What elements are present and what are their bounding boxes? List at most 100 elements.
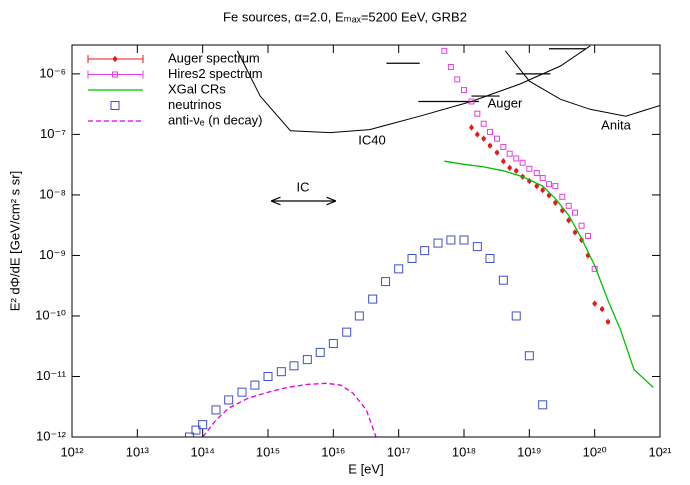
legend-label: XGal CRs (168, 81, 226, 96)
point (501, 159, 506, 164)
point (454, 76, 461, 83)
point (289, 361, 299, 371)
point (469, 125, 474, 130)
point (519, 159, 526, 166)
point (112, 56, 118, 62)
x-tick-label: 10¹³ (126, 444, 150, 459)
series-line (444, 160, 654, 388)
point (524, 351, 534, 361)
point (506, 150, 513, 157)
point (407, 254, 417, 264)
point (354, 311, 364, 321)
chart-title: Fe sources, α=2.0, Eₘₐₓ=5200 EeV, GRB2 (223, 9, 467, 24)
point (559, 193, 566, 200)
point (224, 395, 234, 405)
limit-curve (236, 45, 591, 134)
legend-label: neutrinos (168, 97, 222, 112)
point (494, 135, 501, 142)
y-tick-label: 10⁻⁷ (40, 126, 66, 141)
limit-label: Anita (601, 117, 631, 132)
point (571, 209, 578, 216)
x-tick-label: 10¹² (60, 444, 84, 459)
x-axis-label: E [eV] (348, 461, 383, 476)
x-tick-label: 10¹⁸ (452, 444, 476, 459)
point (481, 136, 486, 141)
point (511, 311, 521, 321)
point (578, 222, 585, 229)
point (447, 63, 454, 70)
point (599, 306, 605, 312)
point (513, 155, 520, 162)
point (526, 165, 533, 172)
point (546, 181, 553, 188)
legend-label: Hires2 spectrum (168, 66, 263, 81)
point (459, 235, 469, 245)
point (185, 432, 195, 437)
point (540, 187, 545, 193)
point (538, 400, 548, 410)
point (420, 246, 430, 256)
x-tick-label: 10¹⁷ (387, 444, 411, 459)
point (592, 301, 597, 306)
point (302, 355, 312, 365)
point (565, 202, 572, 209)
x-tick-label: 10¹⁶ (321, 444, 345, 459)
x-tick-label: 10²⁰ (583, 444, 607, 459)
point (534, 183, 539, 189)
point (486, 128, 493, 135)
y-tick-label: 10⁻¹¹ (36, 368, 67, 383)
point (461, 87, 467, 94)
point (472, 242, 482, 252)
point (112, 71, 118, 78)
point (553, 200, 558, 206)
point (533, 170, 540, 177)
point (552, 183, 559, 190)
limit-label: Auger (488, 95, 523, 110)
point (539, 175, 546, 182)
point (368, 294, 378, 304)
point (572, 230, 578, 235)
point (446, 235, 456, 245)
point (498, 275, 508, 285)
point (110, 101, 120, 110)
x-tick-label: 10¹⁴ (190, 444, 214, 459)
point (276, 367, 286, 377)
limit-label: IC40 (358, 132, 385, 147)
point (494, 150, 500, 155)
point (514, 168, 519, 174)
point (441, 47, 448, 54)
point (433, 238, 443, 248)
point (475, 132, 480, 137)
y-tick-label: 10⁻⁶ (39, 65, 66, 80)
legend-label: anti-νₑ (n decay) (168, 112, 262, 127)
point (480, 120, 487, 127)
point (328, 339, 338, 349)
y-axis-label: E² dΦ/dE [GeV/cm² s sr] (7, 171, 22, 311)
x-tick-label: 10²¹ (648, 444, 672, 459)
plot-frame (71, 44, 661, 438)
point (605, 319, 611, 325)
point (315, 347, 325, 357)
point (250, 380, 260, 390)
y-tick-label: 10⁻⁹ (39, 247, 66, 262)
point (263, 371, 273, 381)
point (237, 387, 247, 397)
legend-label: Auger spectrum (168, 50, 260, 65)
x-tick-label: 10¹⁹ (517, 444, 541, 459)
y-tick-label: 10⁻¹⁰ (35, 307, 66, 322)
overlay: 10¹² 10¹³ 10¹⁴ 10¹⁵ 10¹⁶ 10¹⁷ 10¹⁸ 10¹⁹ 10²⁰ 10²¹… (35, 45, 672, 459)
limit-curve (505, 50, 660, 117)
point (394, 264, 404, 274)
point (500, 143, 507, 150)
point (468, 98, 475, 105)
point (566, 218, 571, 223)
plot-area (185, 45, 660, 437)
point (485, 254, 495, 264)
point (487, 143, 493, 148)
point (584, 232, 591, 239)
point (381, 277, 391, 287)
point (198, 420, 208, 430)
y-tick-label: 10⁻⁸ (39, 186, 66, 201)
point (342, 327, 352, 337)
